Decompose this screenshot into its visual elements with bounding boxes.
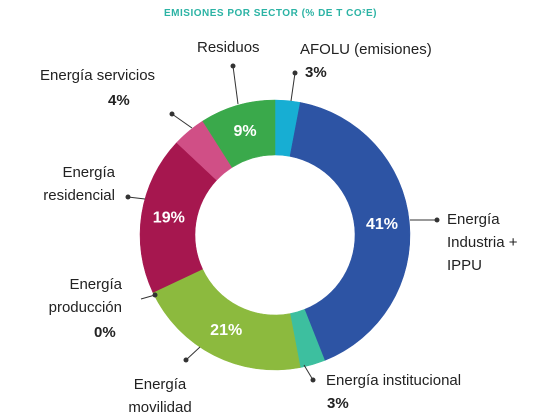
leader-dot bbox=[434, 217, 440, 223]
leader-line bbox=[171, 113, 193, 129]
value-label: 21% bbox=[210, 322, 242, 339]
slice-name: Energía producción bbox=[48, 276, 122, 316]
leader-line bbox=[185, 346, 201, 361]
donut-slice bbox=[289, 102, 411, 361]
slice-name: Energía movilidad bbox=[128, 376, 192, 415]
slice-name: Energía Industria + IPPU bbox=[447, 211, 518, 274]
value-label: 41% bbox=[366, 216, 398, 233]
slice-name: Energía institucional bbox=[326, 372, 462, 389]
donut-slice bbox=[152, 268, 301, 371]
value-label: 4% bbox=[108, 92, 130, 109]
value-label: 9% bbox=[233, 123, 256, 140]
leader-dot bbox=[230, 63, 236, 69]
value-label: 3% bbox=[305, 64, 327, 81]
leader-line bbox=[127, 196, 146, 200]
leader-dot bbox=[183, 357, 189, 363]
leader-line bbox=[303, 364, 314, 381]
leader-dot bbox=[152, 292, 158, 298]
value-label: 19% bbox=[153, 209, 185, 226]
leader-dot bbox=[169, 111, 175, 117]
leader-line bbox=[290, 72, 296, 102]
slice-name: Energía servicios bbox=[40, 67, 156, 84]
slice-name: Residuos bbox=[197, 39, 260, 56]
leader-dot bbox=[125, 194, 131, 200]
slice-name: Energía residencial bbox=[43, 164, 115, 204]
slice-name: AFOLU (emisiones) bbox=[300, 41, 432, 58]
value-label: 0% bbox=[94, 324, 116, 341]
donut-slice bbox=[202, 99, 276, 168]
leader-dot bbox=[292, 70, 298, 76]
leader-dot bbox=[310, 377, 316, 383]
value-label: 3% bbox=[327, 395, 349, 412]
leader-line bbox=[232, 65, 239, 105]
chart-title: EMISIONES POR SECTOR (% DE T CO²E) bbox=[164, 8, 377, 19]
